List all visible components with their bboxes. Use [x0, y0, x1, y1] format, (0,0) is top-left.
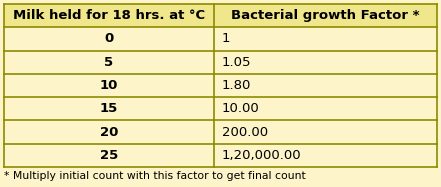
Text: Milk held for 18 hrs. at °C: Milk held for 18 hrs. at °C: [13, 9, 205, 22]
Text: 5: 5: [105, 56, 114, 69]
Bar: [4, 97, 214, 120]
Text: 1.05: 1.05: [222, 56, 251, 69]
Bar: [214, 4, 437, 27]
Text: 25: 25: [100, 149, 118, 162]
Text: 20: 20: [100, 126, 118, 139]
Text: * Multiply initial count with this factor to get final count: * Multiply initial count with this facto…: [4, 171, 306, 181]
Text: 15: 15: [100, 102, 118, 115]
Bar: [214, 27, 437, 50]
Bar: [214, 120, 437, 144]
Text: 0: 0: [105, 32, 114, 45]
Bar: [4, 120, 214, 144]
Text: 10: 10: [100, 79, 118, 92]
Bar: [4, 4, 214, 27]
Bar: [4, 27, 214, 50]
Bar: [214, 144, 437, 167]
Text: 10.00: 10.00: [222, 102, 260, 115]
Text: 1: 1: [222, 32, 231, 45]
Bar: [4, 144, 214, 167]
Text: 1,20,000.00: 1,20,000.00: [222, 149, 302, 162]
Bar: [214, 97, 437, 120]
Bar: [214, 50, 437, 74]
Text: Bacterial growth Factor *: Bacterial growth Factor *: [231, 9, 420, 22]
Bar: [214, 74, 437, 97]
Text: 1.80: 1.80: [222, 79, 251, 92]
Bar: [4, 74, 214, 97]
Text: 200.00: 200.00: [222, 126, 268, 139]
Bar: [4, 50, 214, 74]
